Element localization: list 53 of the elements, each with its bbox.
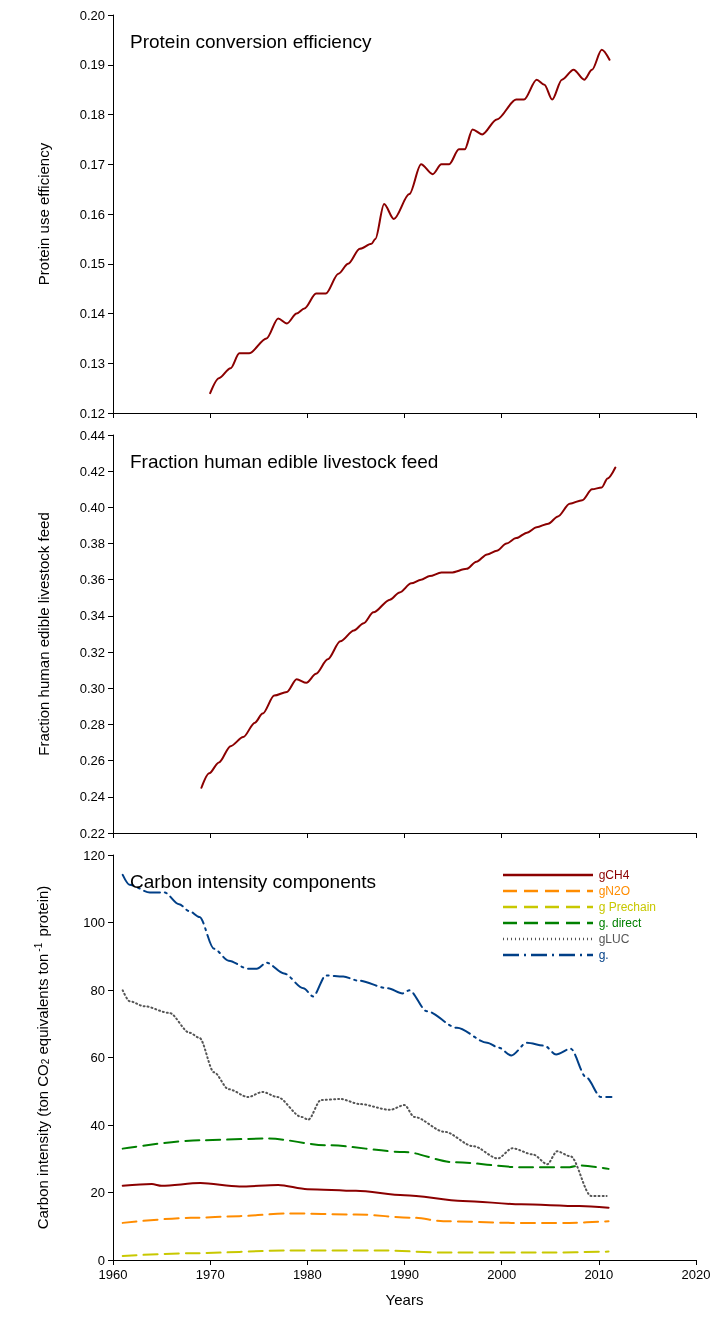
y-tick-label: 20 <box>90 1185 105 1200</box>
y-tick-label: 0.14 <box>79 306 105 321</box>
y-tick-label: 0.32 <box>79 644 105 660</box>
y-tick-label: 40 <box>90 1117 105 1133</box>
y-tick-label: 0.20 <box>79 7 105 23</box>
x-tick-label: 2000 <box>487 1267 517 1282</box>
y-tick-label: 0.40 <box>79 499 105 515</box>
line-series <box>121 1137 610 1170</box>
text: gN2O <box>598 883 630 899</box>
x-axis-title: Years <box>385 1291 424 1308</box>
y-tick-label: 80 <box>90 982 105 998</box>
y-tick-label: 0.12 <box>79 405 105 421</box>
y-axis-title: Protein use efficiency <box>35 142 52 286</box>
text: Fraction human edible livestock feed <box>130 451 439 472</box>
y-tick-label: 0.17 <box>79 156 105 172</box>
y-tick-label: 0.34 <box>79 608 105 624</box>
line-series <box>121 989 608 1197</box>
y-tick-label: 0.22 <box>79 825 105 841</box>
y-tick-label: 60 <box>90 1050 105 1065</box>
y-tick-label: 100 <box>83 915 105 930</box>
y-tick-label: 0.13 <box>79 355 105 371</box>
text: g Prechain <box>598 899 656 915</box>
text: gLUC <box>598 931 630 947</box>
line-series <box>121 1182 610 1209</box>
y-axis-title: Carbon intensity (ton CO2 equivalents ton-1 protein) <box>32 885 51 1230</box>
y-tick-label: 0.15 <box>79 256 105 272</box>
line-series <box>121 1212 610 1224</box>
text: Protein conversion efficiency <box>130 31 372 52</box>
y-axis-title: Fraction human edible livestock feed <box>35 512 52 756</box>
x-tick-label: 1960 <box>98 1267 128 1282</box>
y-tick-label: 120 <box>83 847 105 863</box>
y-tick-label: 0.19 <box>79 57 105 73</box>
y-tick-label: 0 <box>97 1252 105 1268</box>
x-tick-label: 1970 <box>195 1267 225 1282</box>
x-tick-label: 2010 <box>584 1267 614 1282</box>
text: Carbon intensity components <box>130 871 377 892</box>
y-tick-label: 0.42 <box>79 463 105 479</box>
y-tick-label: 0.28 <box>79 716 105 732</box>
y-tick-label: 0.18 <box>79 107 105 122</box>
x-tick-label: 2020 <box>681 1267 711 1282</box>
y-tick-label: 0.24 <box>79 789 105 805</box>
y-tick-label: 0.36 <box>79 572 105 588</box>
text: gCH4 <box>598 867 630 883</box>
y-tick-label: 0.38 <box>79 536 105 552</box>
y-tick-label: 0.30 <box>79 680 105 696</box>
y-tick-label: 0.16 <box>79 206 105 222</box>
y-tick-label: 0.26 <box>79 753 105 769</box>
text: g. <box>598 947 609 963</box>
y-tick-label: 0.44 <box>79 427 105 443</box>
x-tick-label: 1980 <box>292 1267 322 1282</box>
line-series <box>200 466 617 789</box>
text: g. direct <box>598 915 642 931</box>
x-tick-label: 1990 <box>390 1267 419 1282</box>
